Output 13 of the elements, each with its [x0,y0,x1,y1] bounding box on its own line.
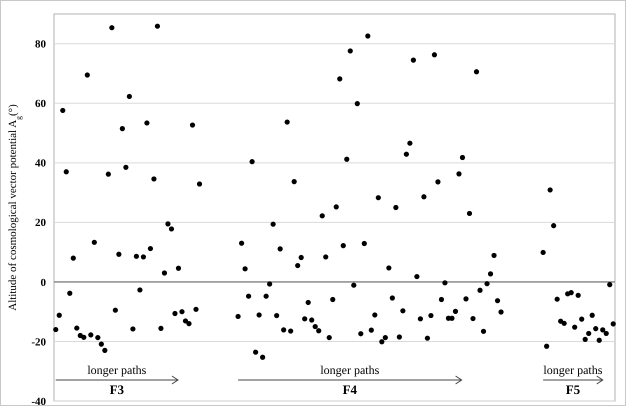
y-tick-label: 0 [40,276,46,289]
annotation: F5 [566,382,581,397]
y-tick-label: 60 [35,98,46,110]
annotation: longer paths [543,363,603,377]
y-tick-label: -40 [31,396,46,406]
y-tick-label: 80 [35,38,46,51]
y-tick-label: 40 [35,158,46,170]
y-tick-label: 20 [35,217,46,230]
annotation: longer paths [87,363,147,377]
annotation: F3 [110,382,125,397]
annotation: longer paths [320,363,380,377]
y-tick-label: -20 [31,336,46,348]
annotation: F4 [342,382,358,397]
